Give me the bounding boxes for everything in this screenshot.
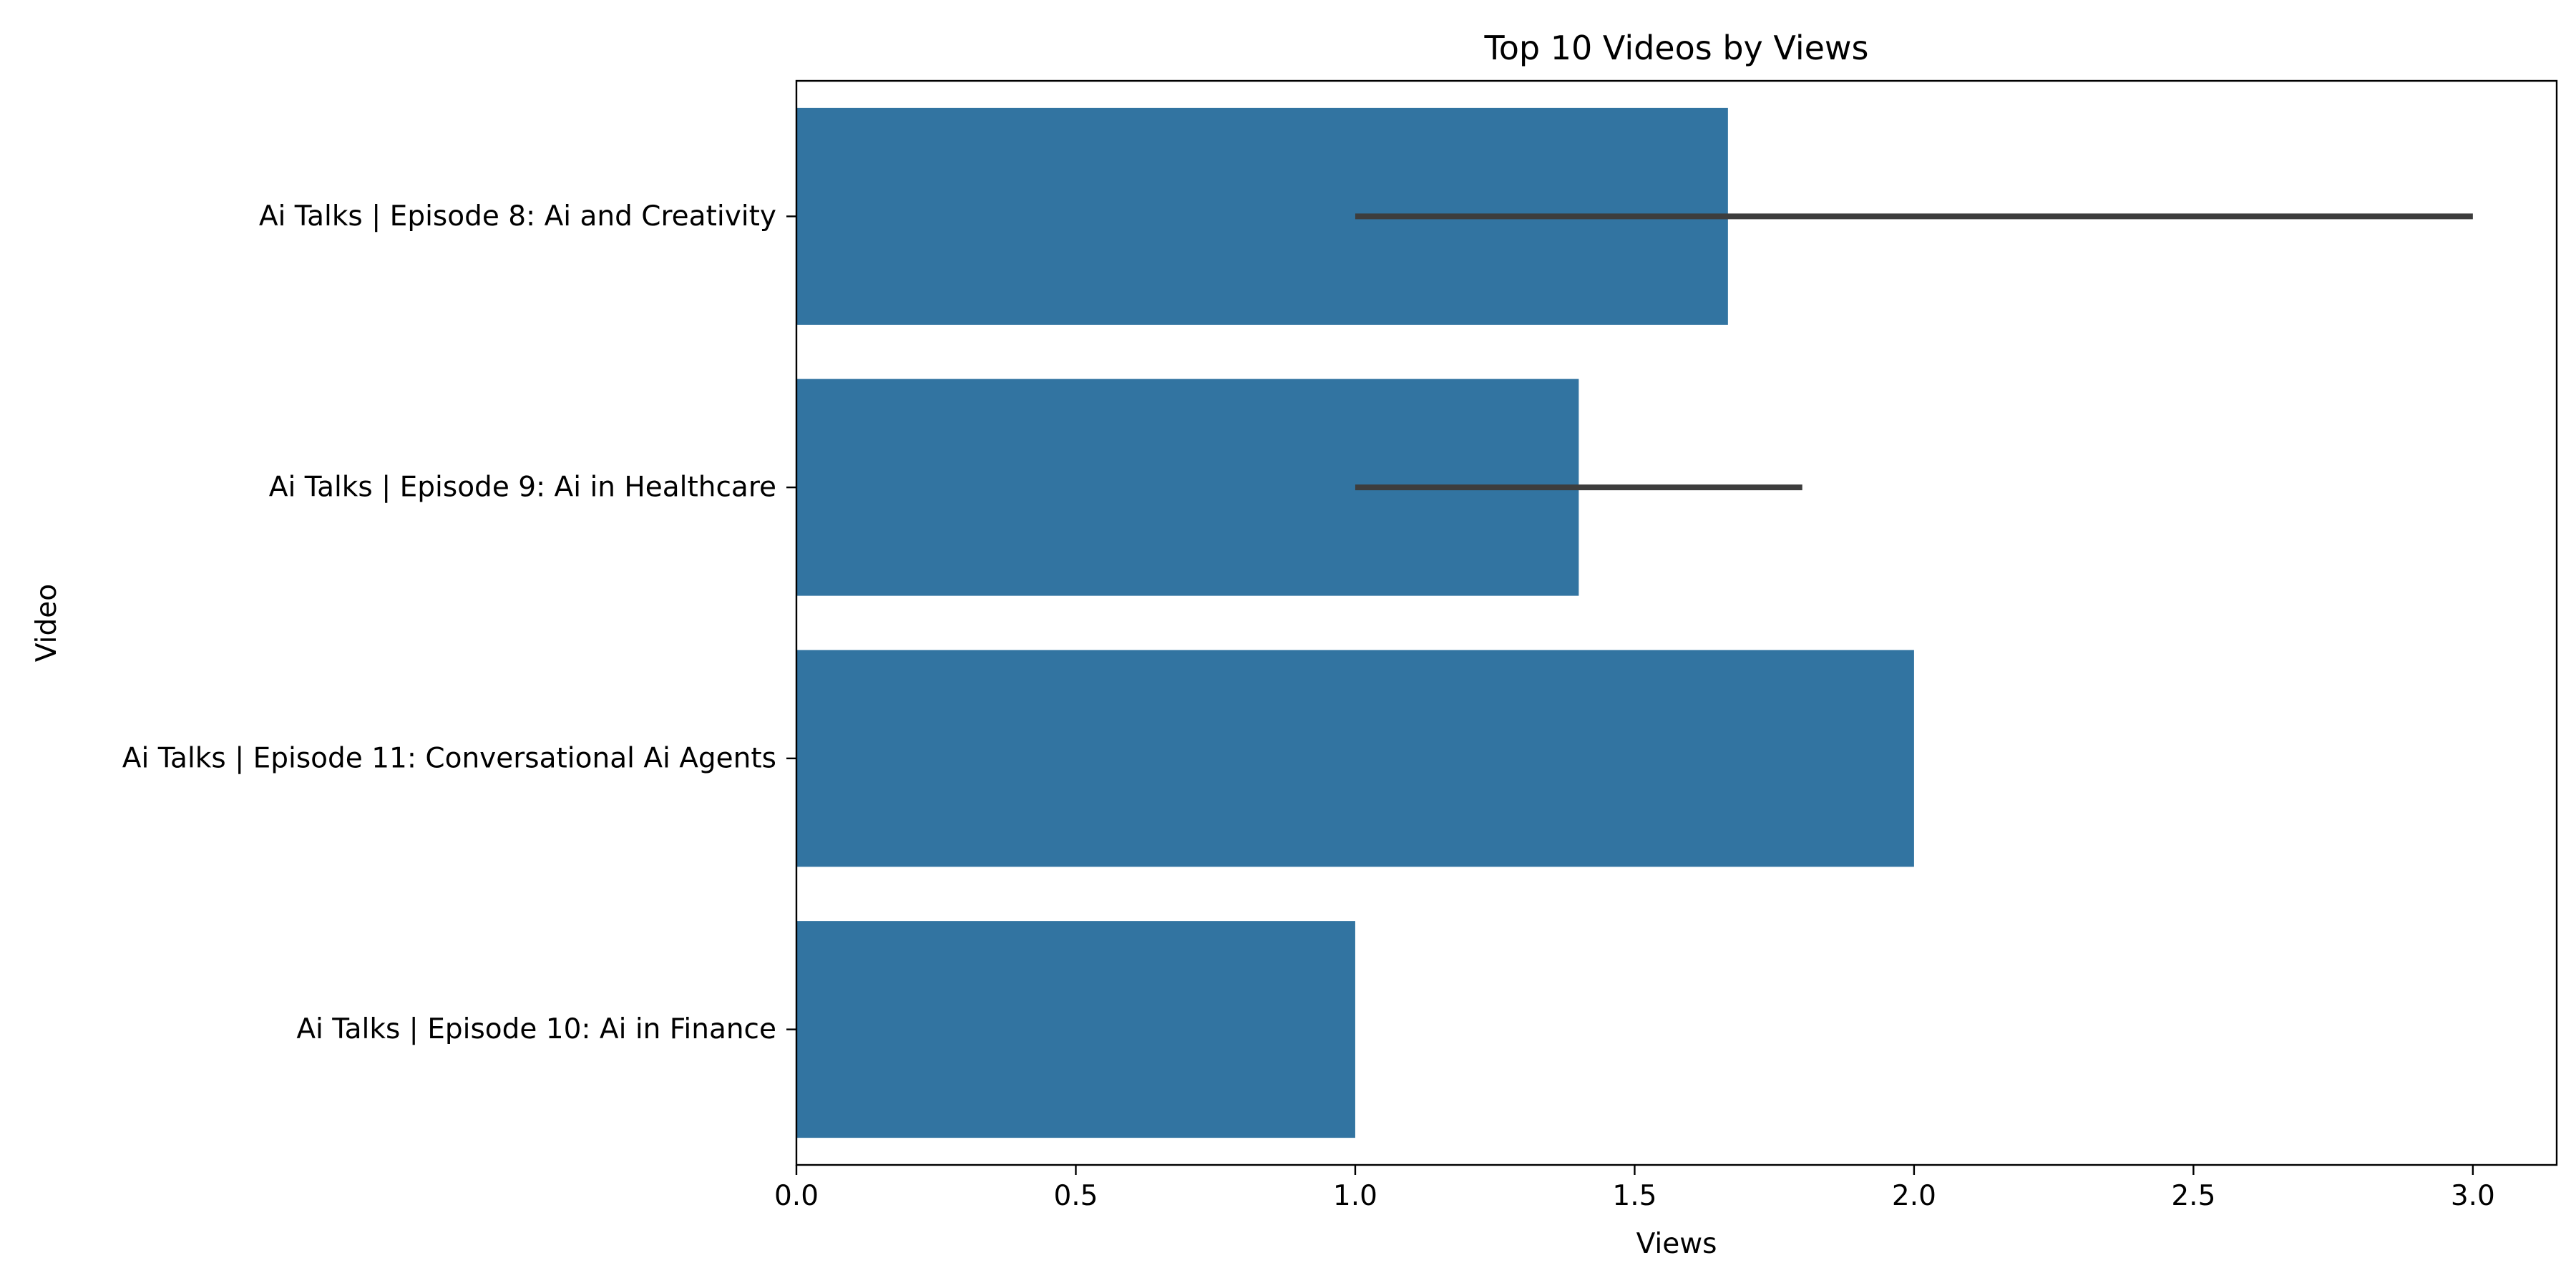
x-tick-label-4: 1.5 [1612, 1180, 1657, 1212]
x-tick-label-3: 1.0 [1333, 1180, 1377, 1212]
x-axis-ticks: 0.0 0.5 1.0 1.5 2.0 2.5 3.0 [774, 1165, 2495, 1212]
x-tick-label-5: 2.0 [1892, 1180, 1936, 1212]
chart-title: Top 10 Videos by Views [1483, 29, 1868, 67]
x-tick-label-6: 2.5 [2171, 1180, 2215, 1212]
y-axis-label: Video [31, 584, 63, 662]
y-tick-label-3: Ai Talks | Episode 11: Conversational Ai… [122, 742, 776, 774]
errorbars-layer [1355, 213, 2473, 491]
y-axis-ticks: Ai Talks | Episode 8: Ai and Creativity A… [122, 200, 796, 1045]
bar-4 [796, 921, 1355, 1138]
y-tick-label-4: Ai Talks | Episode 10: Ai in Finance [296, 1013, 776, 1045]
plot-frame [795, 79, 2558, 1166]
x-tick-label-1: 0.0 [774, 1180, 819, 1212]
y-tick-label-2: Ai Talks | Episode 9: Ai in Healthcare [269, 472, 776, 504]
x-axis-label: Views [1636, 1228, 1717, 1260]
x-tick-label-7: 3.0 [2451, 1180, 2495, 1212]
y-tick-label-1: Ai Talks | Episode 8: Ai and Creativity [259, 200, 776, 233]
x-tick-label-2: 0.5 [1053, 1180, 1098, 1212]
bar-3 [796, 650, 1914, 867]
